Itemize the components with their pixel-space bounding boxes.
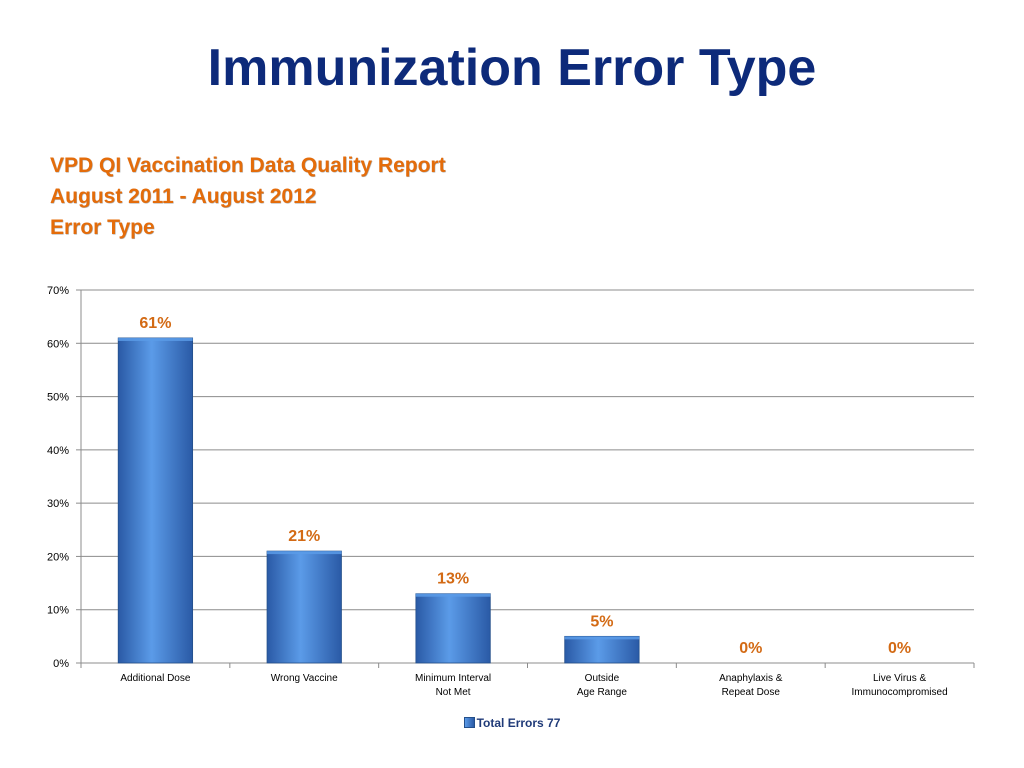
category-label: Immunocompromised [852,687,948,698]
y-tick-label: 60% [47,338,69,350]
bar-top-highlight [118,337,193,341]
category-label: Wrong Vaccine [271,673,338,684]
data-label: 13% [437,571,469,588]
axes: 0% 10% 20% 30% 40% 50% 60% 70% [47,285,975,670]
chart-heading: VPD QI Vaccination Data Quality Report A… [50,150,446,243]
legend-label: Total Errors 77 [476,716,561,730]
category-label: Live Virus & [873,673,927,684]
legend-swatch [463,717,475,728]
labels: 61% Additional Dose 21% Wrong Vaccine 13% Min… [120,315,947,698]
bar [266,550,342,664]
data-label: 0% [739,640,762,657]
report-period: August 2011 - August 2012 [50,185,317,208]
data-label: 61% [139,315,171,332]
category-label: Outside [585,673,620,684]
y-tick-label: 40% [47,445,69,457]
legend: Total Errors 77 [0,716,1024,730]
category-label: Additional Dose [120,673,190,684]
category-label: Age Range [577,687,627,698]
category-label: Not Met [436,687,471,698]
y-tick-label: 50% [47,392,69,404]
data-label: 5% [590,613,613,630]
bar [117,337,194,664]
data-label: 21% [288,528,320,545]
bar-top-highlight [564,636,640,640]
y-tick-label: 70% [47,285,69,297]
category-label: Anaphylaxis & [719,673,783,684]
bars [117,337,640,664]
gridlines [81,289,974,611]
y-tick-label: 10% [47,605,69,617]
category-label: Repeat Dose [722,687,781,698]
report-title: VPD QI Vaccination Data Quality Report [50,154,446,177]
slide-title: Immunization Error Type [207,39,817,97]
report-subtitle: Error Type [50,216,155,239]
bar-top-highlight [415,593,491,597]
bar [415,593,491,664]
category-label: Minimum Interval [415,673,491,684]
y-tick-label: 0% [53,658,69,670]
y-tick-label: 30% [47,498,69,510]
data-label: 0% [888,640,911,657]
y-tick-label: 20% [47,551,69,563]
bar [564,635,640,664]
bar-top-highlight [267,551,342,555]
